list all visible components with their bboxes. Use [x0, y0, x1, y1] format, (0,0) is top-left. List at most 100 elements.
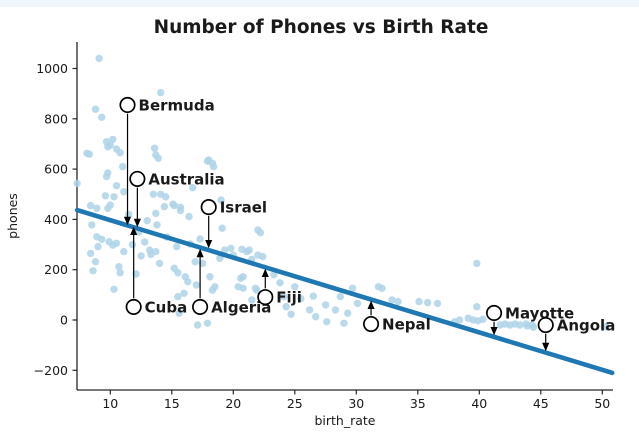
scatter-point [312, 313, 320, 321]
scatter-point [112, 239, 121, 247]
annotation-label-mayotte: Mayotte [505, 304, 574, 322]
scatter-point [110, 285, 118, 293]
annotation-label-cuba: Cuba [145, 298, 188, 316]
x-axis-label: birth_rate [314, 413, 375, 428]
scatter-point [93, 204, 101, 212]
scatter-point [176, 203, 185, 211]
scatter-point [174, 269, 182, 277]
y-tick-label: 800 [44, 111, 68, 126]
scatter-point [336, 292, 344, 301]
scatter-point [602, 323, 610, 331]
annotation-label-algeria: Algeria [211, 298, 271, 316]
scatter-point [115, 263, 123, 271]
scatter-point [433, 299, 442, 308]
scatter-point [91, 258, 100, 266]
scatter-points [73, 54, 610, 331]
annotation-marker-cuba [125, 298, 142, 315]
x-tick-label: 40 [471, 396, 487, 411]
scatter-point [101, 192, 110, 200]
scatter-point [152, 151, 160, 159]
scatter-point [348, 284, 357, 292]
scatter-point [237, 274, 245, 282]
annotation-label-angola: Angola [557, 317, 616, 335]
scatter-point [94, 242, 102, 251]
scatter-point [155, 259, 164, 268]
scatter-point [173, 242, 181, 251]
scatter-point [98, 113, 106, 122]
scatter-point [340, 319, 348, 327]
scatter-point [160, 202, 169, 211]
scatter-point [239, 284, 247, 292]
scatter-point [185, 212, 193, 221]
annotation-marker-angola [537, 316, 554, 334]
scatter-point [118, 162, 127, 171]
scatter-point [331, 306, 340, 314]
top-strip [0, 0, 639, 7]
scatter-point [321, 301, 330, 309]
scatter-point [86, 249, 95, 258]
scatter-point [180, 289, 188, 297]
scatter-point [143, 217, 151, 225]
scatter-point [109, 135, 117, 144]
annotation-marker-bermuda [119, 96, 136, 114]
scatter-point [291, 283, 299, 291]
scatter-point [394, 297, 402, 306]
scatter-point [137, 252, 145, 260]
x-tick-label: 35 [410, 396, 426, 411]
x-tick-label: 30 [348, 396, 364, 411]
scatter-point [102, 172, 111, 181]
scatter-point [323, 318, 331, 326]
y-tick-label: −200 [34, 363, 68, 378]
scatter-point [95, 54, 103, 63]
scatter-point [276, 279, 284, 287]
x-tick-label: 10 [102, 396, 118, 411]
scatter-point [415, 297, 423, 306]
annotation-label-nepal: Nepal [382, 316, 431, 334]
scatter-point [280, 292, 288, 301]
y-tick-label: 1000 [36, 61, 68, 76]
scatter-point [189, 184, 197, 192]
scatter-point [388, 296, 396, 304]
scatter-point [152, 209, 160, 218]
chart-title: Number of Phones vs Birth Rate [154, 17, 489, 38]
scatter-point [479, 315, 487, 323]
scatter-point [141, 238, 149, 246]
scatter-point [184, 278, 192, 286]
scatter-point [206, 273, 214, 281]
scatter-point [203, 319, 212, 327]
scatter-point [86, 201, 95, 210]
annotation-label-australia: Australia [148, 170, 224, 188]
scatter-point [128, 240, 137, 249]
y-tick-label: 0 [60, 313, 68, 328]
scatter-point [245, 246, 253, 254]
scatter-point [192, 281, 201, 289]
scatter-point [455, 316, 464, 324]
annotation-marker-australia [129, 170, 146, 187]
scatter-point [152, 247, 160, 256]
scatter-point [169, 200, 177, 208]
scatter-point [149, 190, 157, 198]
scatter-point [259, 252, 267, 261]
scatter-point [282, 303, 290, 311]
scatter-point [208, 286, 217, 294]
y-tick-label: 200 [44, 262, 68, 277]
scatter-point [110, 193, 118, 201]
scatter-point [353, 299, 362, 308]
scatter-point [198, 259, 207, 268]
scatter-point [174, 292, 182, 301]
annotation-marker-algeria [192, 298, 209, 315]
annotation-marker-fiji [257, 289, 274, 306]
y-tick-label: 400 [44, 212, 68, 227]
scatter-point [175, 309, 183, 317]
scatter-point [523, 322, 531, 330]
scatter-point [473, 303, 481, 311]
scatter-point [89, 267, 97, 275]
y-tick-label: 600 [44, 162, 68, 177]
annotation-label-fiji: Fiji [276, 289, 302, 307]
scatter-point [150, 144, 159, 152]
scatter-point [112, 182, 121, 190]
scatter-point [217, 196, 225, 204]
x-tick-label: 50 [594, 396, 610, 411]
scatter-point [253, 286, 261, 294]
